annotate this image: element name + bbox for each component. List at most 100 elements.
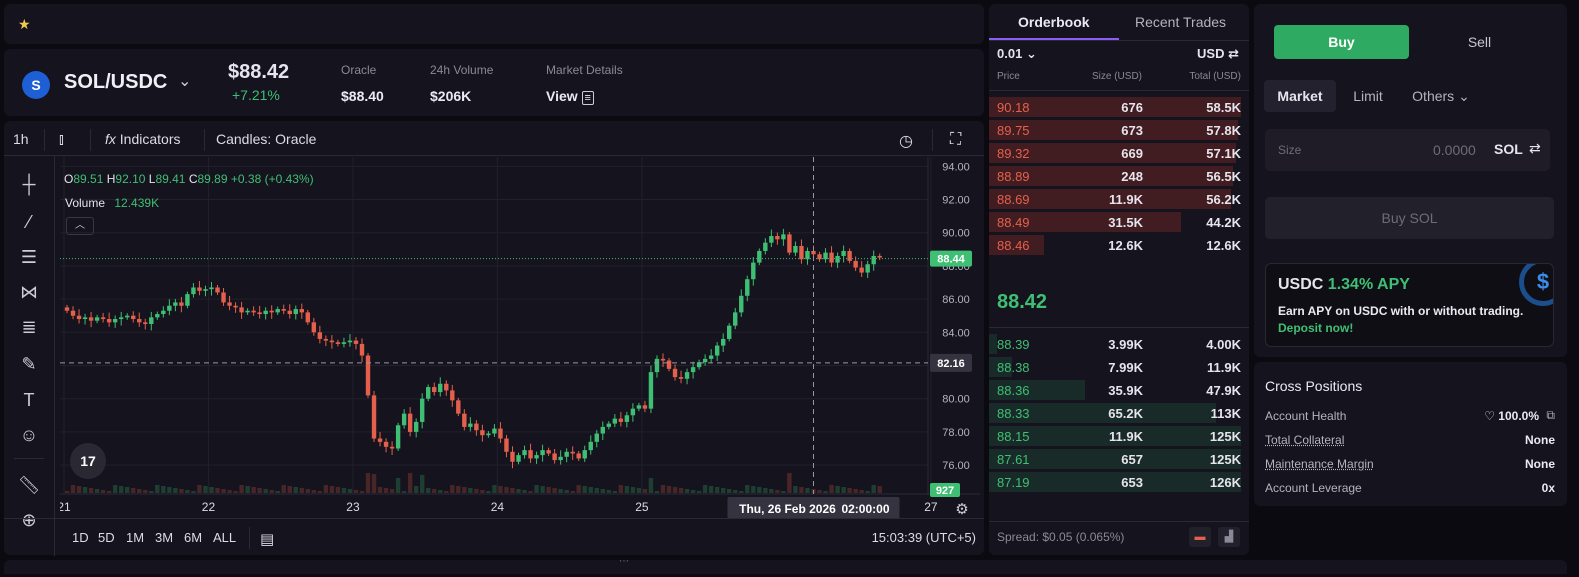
- candle-body: [655, 359, 659, 372]
- volume-bar: [306, 489, 310, 493]
- clock[interactable]: 15:03:39 (UTC+5): [872, 530, 976, 545]
- tick-size-selector[interactable]: 0.01 ⌄: [997, 46, 1037, 62]
- bid-row[interactable]: 87.19 653 126K: [989, 472, 1249, 492]
- order-type-market[interactable]: Market: [1264, 80, 1336, 112]
- document-icon: ≡: [582, 91, 594, 105]
- volume-bar: [450, 485, 454, 493]
- spread-text: Spread: $0.05 (0.065%): [997, 530, 1124, 544]
- fib-icon[interactable]: ≣: [16, 314, 42, 340]
- sell-tab[interactable]: Sell: [1412, 25, 1547, 59]
- usdc-apy-promo[interactable]: $ USDC 1.34% APY Earn APY on USDC with o…: [1265, 263, 1554, 347]
- candle-body: [149, 317, 153, 324]
- candles-source[interactable]: Candles: Oracle: [216, 131, 316, 147]
- range-all[interactable]: ALL: [213, 530, 236, 545]
- bid-row[interactable]: 88.33 65.2K 113K: [989, 403, 1249, 423]
- interval-selector[interactable]: 1h: [13, 131, 29, 147]
- ruler-icon[interactable]: 📏︎: [16, 472, 42, 498]
- range-3m[interactable]: 3M: [155, 530, 173, 545]
- drag-handle-icon[interactable]: ⋯: [619, 556, 629, 567]
- volume-bar: [77, 486, 81, 493]
- tab-recent-trades[interactable]: Recent Trades: [1135, 14, 1226, 30]
- size-field[interactable]: Size 0.0000 SOL ⇄: [1265, 129, 1550, 171]
- order-type-others[interactable]: Others ⌄: [1406, 80, 1476, 112]
- buy-tab[interactable]: Buy: [1274, 25, 1409, 59]
- row-total: 12.6K: [1206, 238, 1241, 253]
- order-type-limit[interactable]: Limit: [1344, 80, 1392, 112]
- calendar-icon[interactable]: ▤: [260, 530, 274, 548]
- market-pair[interactable]: SOL/USDC: [64, 71, 167, 94]
- volume-bar: [83, 487, 87, 493]
- candle-body: [360, 344, 364, 356]
- stat-market-details[interactable]: Market Details View ≡: [546, 63, 623, 104]
- bid-row[interactable]: 88.15 11.9K 125K: [989, 426, 1249, 446]
- emoji-icon[interactable]: ☺: [16, 422, 42, 448]
- range-5d[interactable]: 5D: [98, 530, 115, 545]
- book-split-view-icon[interactable]: ▬: [1189, 527, 1211, 547]
- bid-row[interactable]: 88.39 3.99K 4.00K: [989, 334, 1249, 354]
- depth-view-icon[interactable]: ▟: [1218, 527, 1240, 547]
- external-link-icon[interactable]: ⧉: [1546, 408, 1555, 423]
- range-6m[interactable]: 6M: [184, 530, 202, 545]
- ask-row[interactable]: 88.49 31.5K 44.2K: [989, 212, 1249, 232]
- chevron-down-icon[interactable]: ⌄: [178, 71, 191, 91]
- indicators-button[interactable]: fx Indicators: [105, 131, 180, 147]
- candle-body: [595, 434, 599, 442]
- volume-bar: [251, 487, 255, 493]
- price-chart[interactable]: 94.0092.0090.0088.0086.0084.0082.0080.00…: [60, 157, 980, 577]
- fullscreen-icon[interactable]: ⛶: [950, 131, 961, 149]
- currency-label: USD: [1197, 46, 1224, 61]
- pattern-icon[interactable]: ⋈: [16, 279, 42, 305]
- trendline-icon[interactable]: ⁄: [16, 209, 42, 235]
- candle-body: [607, 424, 611, 427]
- swap-icon[interactable]: ⇄: [1529, 140, 1541, 157]
- candle-body: [288, 311, 292, 314]
- range-1m[interactable]: 1M: [126, 530, 144, 545]
- ask-row[interactable]: 88.69 11.9K 56.2K: [989, 189, 1249, 209]
- candle-body: [438, 384, 442, 392]
- ask-row[interactable]: 89.32 669 57.1K: [989, 143, 1249, 163]
- gear-icon[interactable]: ⚙: [955, 500, 968, 518]
- deposit-link[interactable]: Deposit now!: [1278, 321, 1353, 335]
- bid-row[interactable]: 88.38 7.99K 11.9K: [989, 357, 1249, 377]
- volume-bar: [444, 491, 448, 493]
- bid-row[interactable]: 88.36 35.9K 47.9K: [989, 380, 1249, 400]
- row-total: 57.1K: [1206, 146, 1241, 161]
- tradingview-logo[interactable]: 17: [70, 443, 106, 479]
- range-1d[interactable]: 1D: [72, 530, 89, 545]
- candle-body: [384, 442, 388, 447]
- candle-body: [221, 292, 225, 302]
- volume-bar: [480, 490, 484, 493]
- volume-bar: [318, 491, 322, 493]
- total-collateral-label[interactable]: Total Collateral: [1265, 433, 1344, 447]
- size-input[interactable]: 0.0000: [1433, 142, 1476, 158]
- ask-row[interactable]: 89.75 673 57.8K: [989, 120, 1249, 140]
- currency-toggle[interactable]: USD ⇄: [1197, 46, 1239, 62]
- header-size: Size (USD): [1092, 71, 1142, 82]
- crosshair-icon[interactable]: ┼: [16, 171, 42, 197]
- ask-row[interactable]: 90.18 676 58.5K: [989, 97, 1249, 117]
- collapse-legend-button[interactable]: ︿: [66, 217, 94, 235]
- size-unit[interactable]: SOL: [1494, 141, 1523, 157]
- buy-sol-button[interactable]: Buy SOL: [1265, 197, 1554, 239]
- candlestick-icon[interactable]: ⫾: [59, 131, 64, 148]
- volume-bar: [378, 487, 382, 493]
- ask-row[interactable]: 88.46 12.6K 12.6K: [989, 235, 1249, 255]
- market-details-link[interactable]: View ≡: [546, 88, 623, 104]
- brush-icon[interactable]: ✎: [16, 351, 42, 377]
- bottom-drawer-handle[interactable]: ⋯: [4, 560, 1567, 574]
- star-icon[interactable]: ★: [18, 16, 31, 33]
- volume-bar: [65, 491, 69, 493]
- ask-row[interactable]: 88.89 248 56.5K: [989, 166, 1249, 186]
- volume-bar: [577, 485, 581, 493]
- volume-bar: [498, 486, 502, 493]
- volume-bar: [354, 490, 358, 493]
- zoom-in-icon[interactable]: ⊕: [16, 507, 42, 533]
- maintenance-margin-label[interactable]: Maintenance Margin: [1265, 457, 1374, 471]
- tab-orderbook[interactable]: Orderbook: [1018, 14, 1090, 30]
- horizontal-lines-icon[interactable]: ☰: [16, 244, 42, 270]
- candle-body: [649, 372, 653, 409]
- volume-bar: [661, 485, 665, 493]
- zoom-time-icon[interactable]: ◷: [899, 131, 913, 151]
- bid-row[interactable]: 87.61 657 125K: [989, 449, 1249, 469]
- text-icon[interactable]: T: [16, 387, 42, 413]
